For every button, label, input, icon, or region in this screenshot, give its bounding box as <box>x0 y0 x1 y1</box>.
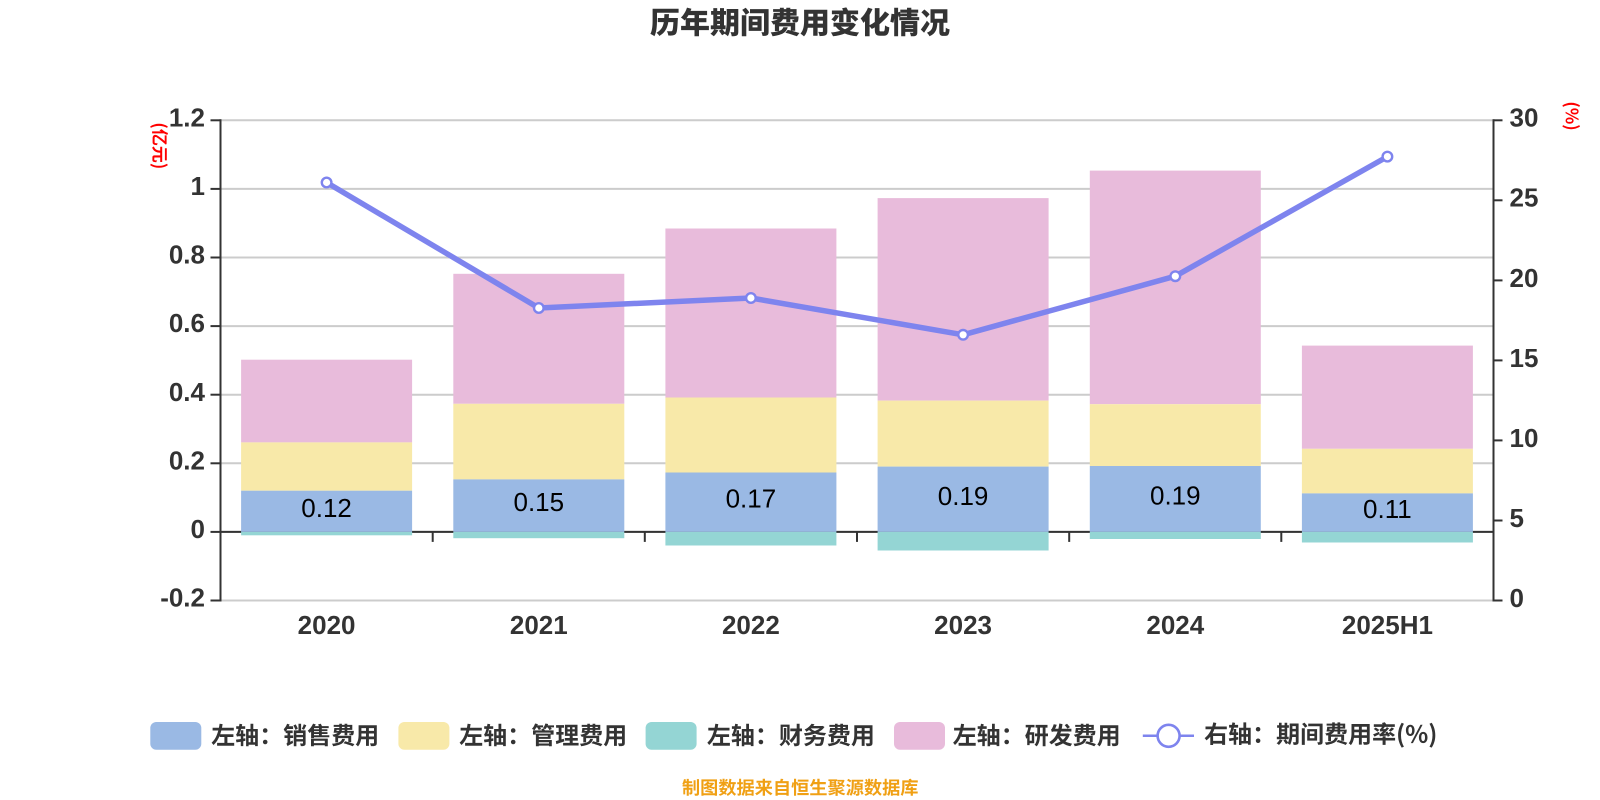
svg-text:0.15: 0.15 <box>513 487 564 517</box>
svg-text:0: 0 <box>191 514 205 544</box>
svg-text:0.11: 0.11 <box>1363 494 1412 524</box>
svg-text:25: 25 <box>1510 183 1539 213</box>
svg-text:0.6: 0.6 <box>169 308 205 338</box>
svg-text:0.19: 0.19 <box>938 481 989 511</box>
svg-text:0.12: 0.12 <box>301 493 352 523</box>
svg-text:5: 5 <box>1510 503 1524 533</box>
svg-text:0.2: 0.2 <box>169 445 205 475</box>
svg-text:10: 10 <box>1510 423 1539 453</box>
svg-text:2024: 2024 <box>1146 610 1204 640</box>
svg-text:-0.2: -0.2 <box>160 583 205 613</box>
svg-text:1: 1 <box>191 171 205 201</box>
svg-text:2020: 2020 <box>298 610 356 640</box>
svg-text:0: 0 <box>1510 583 1524 613</box>
svg-text:15: 15 <box>1510 343 1539 373</box>
svg-text:0.17: 0.17 <box>726 484 777 514</box>
svg-text:30: 30 <box>1510 103 1539 133</box>
svg-text:2021: 2021 <box>510 610 568 640</box>
svg-text:0.19: 0.19 <box>1150 480 1201 510</box>
svg-text:0.4: 0.4 <box>169 377 206 407</box>
svg-text:2023: 2023 <box>934 610 992 640</box>
svg-text:2025H1: 2025H1 <box>1342 610 1433 640</box>
svg-text:1.2: 1.2 <box>169 102 205 132</box>
svg-text:2022: 2022 <box>722 610 780 640</box>
svg-text:0.8: 0.8 <box>169 240 205 270</box>
svg-text:20: 20 <box>1510 263 1539 293</box>
